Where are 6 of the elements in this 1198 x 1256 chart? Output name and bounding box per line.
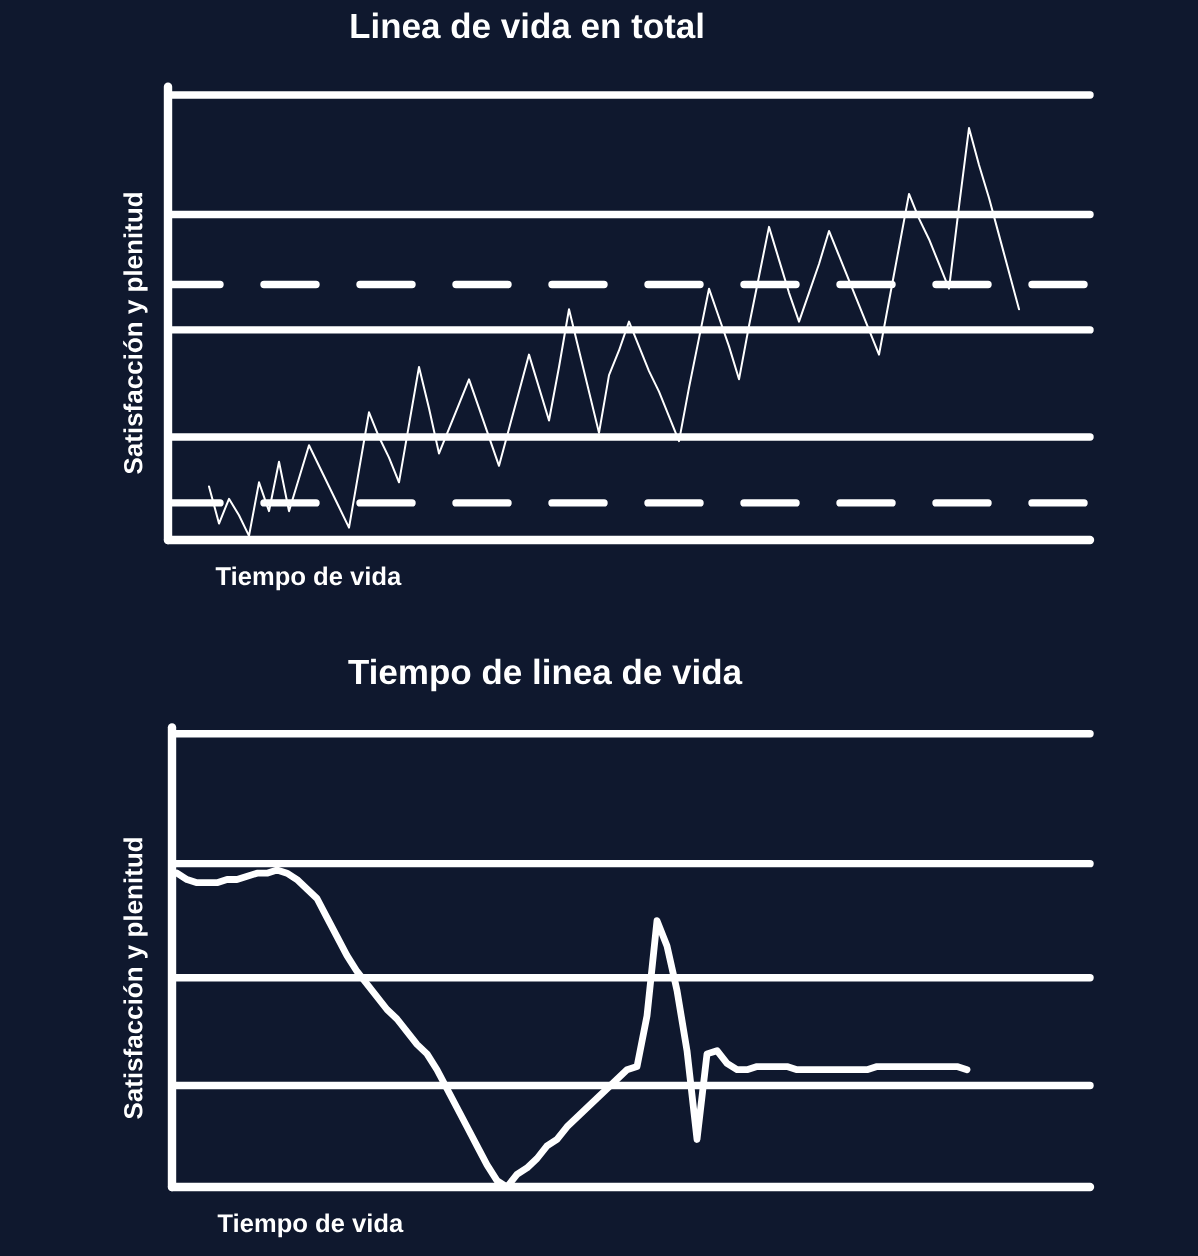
y-axis-title: Satisfacción y plenitud	[123, 838, 148, 1119]
y-axis-title: Satisfacción y plenitud	[123, 193, 148, 474]
x-axis-title: Tiempo de vida	[215, 566, 402, 591]
chart-title: Tiempo de linea de vida	[348, 658, 743, 692]
x-axis-title: Tiempo de vida	[217, 1213, 404, 1238]
chart-title: Linea de vida en total	[351, 12, 703, 39]
